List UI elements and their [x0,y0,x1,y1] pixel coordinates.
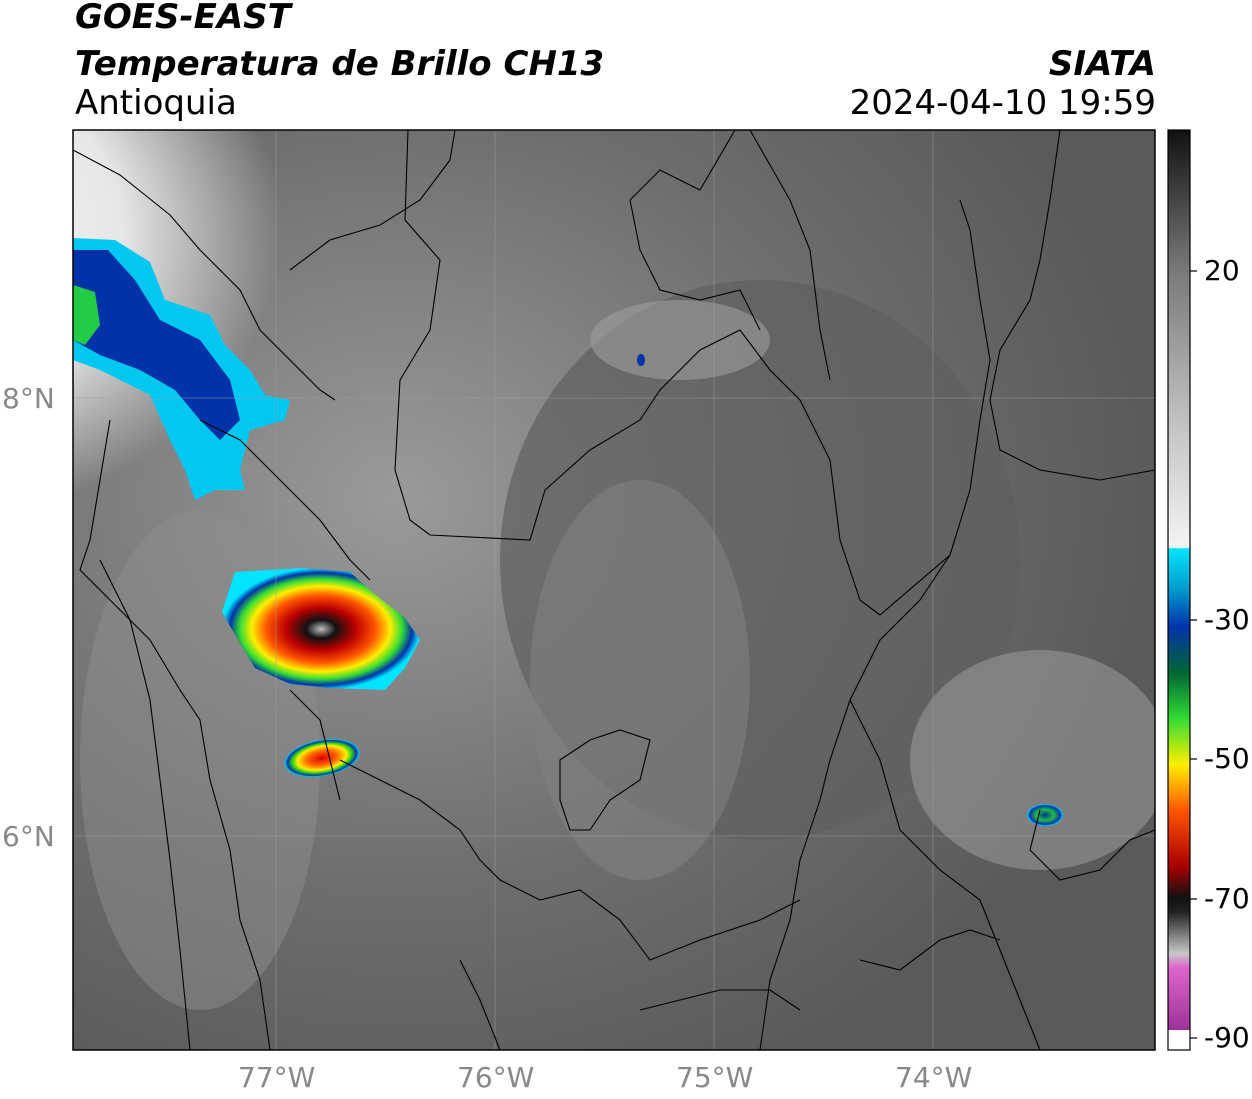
x-tick-label: 74°W [895,1061,973,1094]
storm-cell-south [284,739,360,777]
colorbar-label: -90 [1204,1021,1250,1054]
x-tick-label: 77°W [238,1061,316,1094]
colorbar [1168,130,1190,1050]
colorbar-ticks [1190,270,1197,1039]
x-tick-label: 75°W [676,1061,754,1094]
x-tick-label: 76°W [457,1061,535,1094]
cold-spot-north [637,354,645,366]
colorbar-label: -70 [1204,882,1250,915]
graticule [73,130,1155,1050]
organization-label: SIATA [1048,44,1156,84]
colorbar-label: -30 [1204,603,1250,636]
satellite-image [73,130,1155,1050]
y-tick-label: 6°N [2,820,55,853]
colorbar-label: -50 [1204,742,1250,775]
title-product: Temperatura de Brillo CH13 [75,44,605,84]
storm-cell-east [1027,804,1063,826]
region-label: Antioquia [75,83,237,123]
y-tick-label: 8°N [2,382,55,415]
colorbar-label: 20 [1204,254,1240,287]
datetime-label: 2024-04-10 19:59 [849,83,1156,123]
borders [73,130,1155,1050]
storm-cell-main [222,568,420,690]
title-satellite: GOES-EAST [75,0,291,37]
map-frame [72,129,1156,1051]
